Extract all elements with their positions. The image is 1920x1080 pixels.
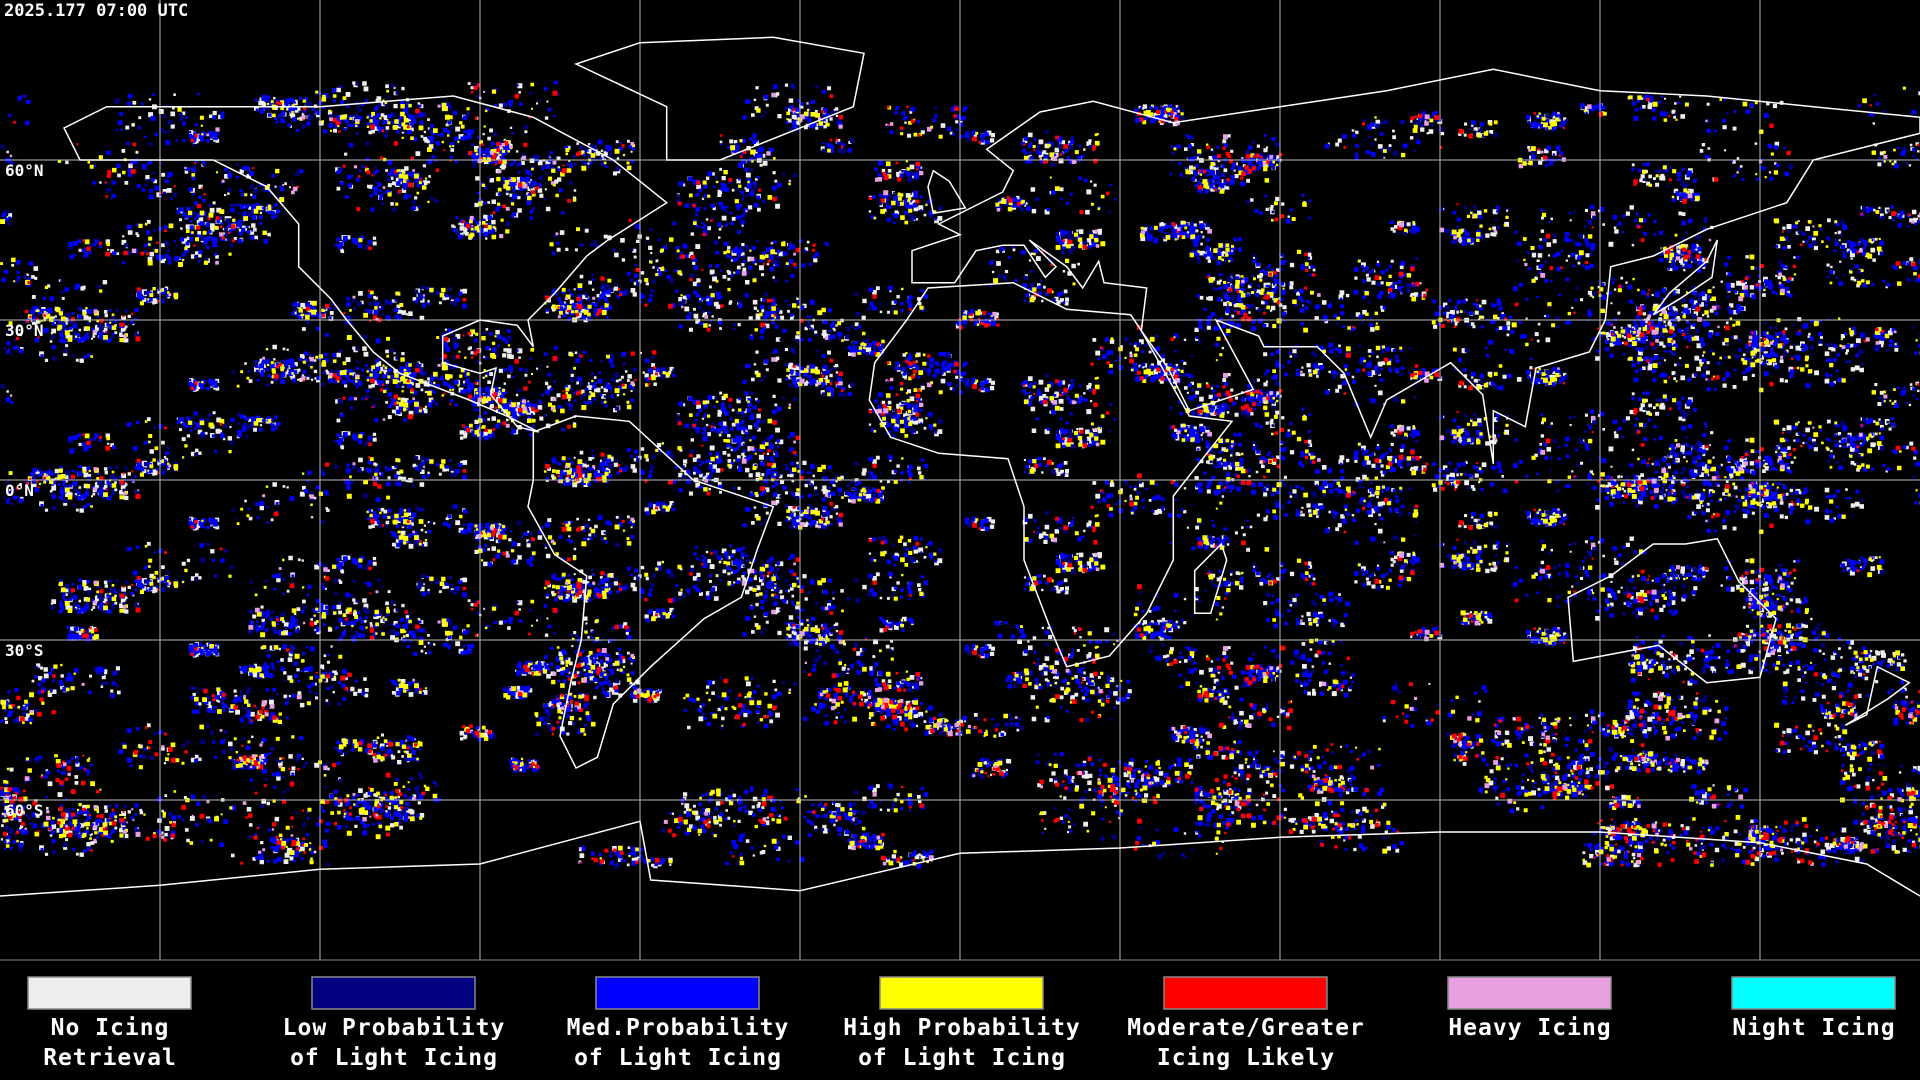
timestamp: 2025.177 07:00 UTC — [4, 1, 188, 21]
legend-swatch — [879, 976, 1044, 1010]
legend-swatch — [1447, 976, 1612, 1010]
coastline — [0, 820, 1920, 897]
legend-label: of Light Icing — [290, 1045, 498, 1071]
legend: No Icing Retrieval Low Probability of Light… — [27, 976, 1896, 1071]
coastline — [1193, 542, 1228, 615]
latitude-label: 30°S — [5, 641, 44, 660]
icing-pixels — [0, 82, 1920, 868]
latitude-label: 60°N — [5, 161, 44, 180]
legend-swatch — [1731, 976, 1896, 1010]
coastline — [62, 95, 668, 433]
coastline — [527, 415, 775, 770]
coastline — [927, 169, 967, 215]
coastlines — [0, 36, 1920, 897]
legend-label: Low Probability — [283, 1015, 506, 1041]
latitude-label: 60°S — [5, 801, 44, 820]
coastline — [1844, 665, 1911, 726]
legend-label: High Probability — [843, 1015, 1081, 1041]
legend-swatch — [595, 976, 760, 1010]
latitude-label: 0°N — [5, 481, 34, 500]
icing-field — [0, 80, 1920, 869]
legend-label: Retrieval — [43, 1045, 177, 1071]
coastline — [868, 281, 1234, 668]
coastline — [573, 36, 865, 161]
latitude-label: 30°N — [5, 321, 44, 340]
legend-label: Med.Probability — [567, 1015, 790, 1041]
legend-label: No Icing — [51, 1015, 170, 1041]
legend-label: Heavy Icing — [1448, 1015, 1611, 1041]
legend-label: Icing Likely — [1157, 1045, 1335, 1071]
graticule — [0, 0, 1920, 960]
coastline — [1567, 537, 1777, 684]
labels: 60°N 30°N 0°N 30°S 60°S — [5, 161, 44, 820]
legend-label: Night Icing — [1732, 1015, 1895, 1041]
coastline — [1652, 239, 1719, 316]
legend-label: of Light Icing — [858, 1045, 1066, 1071]
legend-swatch — [27, 976, 192, 1010]
legend-label: Moderate/Greater — [1127, 1015, 1365, 1041]
legend-swatch — [311, 976, 476, 1010]
coastline — [911, 68, 1920, 465]
legend-swatch — [1163, 976, 1328, 1010]
icing-pixels — [0, 81, 1920, 869]
legend-label: of Light Icing — [574, 1045, 782, 1071]
